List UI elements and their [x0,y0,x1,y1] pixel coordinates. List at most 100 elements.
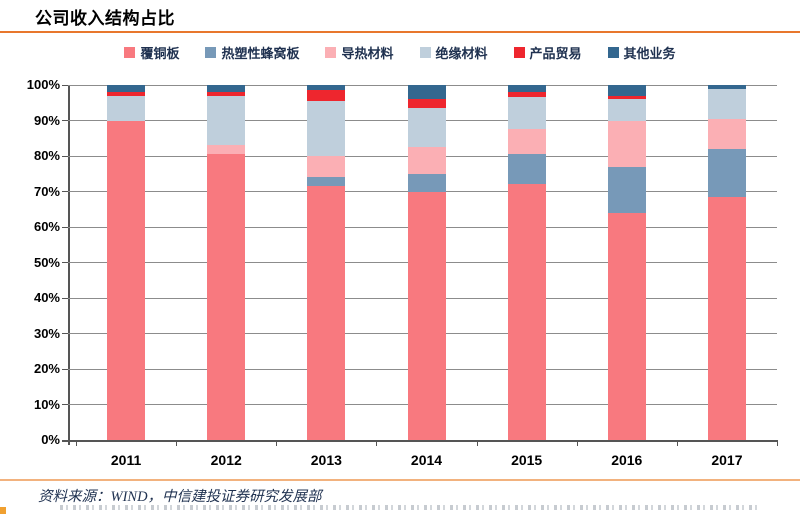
y-axis-label: 30% [33,325,60,341]
x-axis-tick [276,440,278,446]
segment-绝缘材料 [607,99,646,121]
segment-其他业务 [507,85,546,93]
segment-产品贸易 [107,92,146,96]
segment-绝缘材料 [207,95,246,146]
legend-swatch-icon [513,47,525,58]
y-axis-tick [62,333,68,334]
segment-导热材料 [707,118,746,149]
segment-导热材料 [307,156,346,178]
segment-热塑性蜂窝板 [707,148,746,197]
segment-热塑性蜂窝板 [407,173,446,192]
legend-label: 覆铜板 [140,46,180,61]
y-axis-tick [62,226,68,228]
segment-覆铜板 [707,196,746,440]
x-axis-label: 2016 [611,452,643,468]
y-axis-label: 70% [33,183,60,199]
y-axis-tick [62,84,68,86]
y-axis-label: 40% [33,290,60,305]
y-axis-label: 80% [33,148,60,163]
x-axis-label: 2013 [310,452,342,468]
y-axis-label: 90% [33,112,60,128]
x-axis-label: 2014 [410,452,443,468]
segment-其他业务 [107,85,146,93]
x-axis-tick [476,440,478,446]
x-axis-label: 2015 [511,452,543,468]
chart-title: 公司收入结构占比 [35,9,175,28]
y-axis-tick [62,297,68,299]
segment-其他业务 [207,85,246,93]
legend-label: 其他业务 [623,46,676,61]
segment-覆铜板 [507,184,546,440]
x-axis-label: 2012 [210,452,242,468]
x-axis-tick [176,440,178,446]
footer-divider-line [0,479,800,481]
x-axis-label: 2011 [110,452,142,468]
segment-产品贸易 [407,99,446,109]
legend-swatch-icon [607,47,619,58]
bar-2014 [407,85,446,440]
segment-热塑性蜂窝板 [307,177,346,187]
segment-热塑性蜂窝板 [507,154,546,185]
x-axis-tick [777,440,778,446]
chart-legend: 覆铜板 热塑性蜂窝板 导热材料 绝缘材料 产品贸易 其他业务 [0,43,800,62]
legend-label: 绝缘材料 [435,46,488,61]
segment-其他业务 [407,85,446,100]
segment-导热材料 [207,145,246,155]
segment-覆铜板 [407,191,446,440]
y-axis-tick [62,368,68,370]
x-axis-label: 2017 [711,452,743,468]
bar-2011 [107,85,146,440]
bar-2016 [607,85,646,440]
bar-2017 [707,85,746,440]
legend-item-绝缘材料: 绝缘材料 [419,43,488,62]
segment-覆铜板 [107,120,146,440]
segment-覆铜板 [307,186,346,440]
legend-item-热塑性蜂窝板: 热塑性蜂窝板 [205,43,299,62]
legend-label: 导热材料 [341,46,394,61]
y-axis-tick [62,155,68,157]
header-divider-line [0,31,800,33]
legend-swatch-icon [419,47,431,58]
x-axis-tick [76,440,77,446]
y-axis-tick [62,191,68,192]
y-axis-label: 50% [33,254,60,270]
segment-绝缘材料 [307,101,346,157]
y-axis-label: 20% [33,361,60,376]
segment-导热材料 [407,147,446,174]
segment-覆铜板 [607,212,646,440]
x-axis-line [62,440,777,442]
x-axis-tick [676,440,678,446]
segment-产品贸易 [507,92,546,98]
legend-item-导热材料: 导热材料 [325,43,394,62]
legend-item-产品贸易: 产品贸易 [513,43,582,62]
y-axis-tick [62,262,68,263]
segment-覆铜板 [207,154,246,440]
bar-2015 [507,85,546,440]
segment-产品贸易 [607,95,646,100]
legend-swatch-icon [124,47,136,58]
y-axis-label: 100% [26,77,60,92]
x-axis-tick [576,440,578,446]
bar-2012 [207,85,246,440]
segment-绝缘材料 [407,108,446,148]
legend-label: 热塑性蜂窝板 [221,46,300,61]
y-axis-tick [62,120,68,121]
segment-热塑性蜂窝板 [607,166,646,213]
segment-绝缘材料 [707,88,746,119]
corner-accent-dot [0,507,6,514]
legend-item-覆铜板: 覆铜板 [124,43,179,62]
y-axis-line [68,85,70,445]
cutoff-text-strip [60,505,760,510]
segment-绝缘材料 [107,95,146,121]
bar-2013 [307,85,346,440]
source-note: 资料来源：WIND，中信建投证券研究发展部 [38,489,322,505]
segment-导热材料 [607,120,646,167]
y-axis-label: 10% [33,396,60,412]
y-axis-label: 0% [41,432,60,447]
x-axis-tick [376,440,378,446]
segment-绝缘材料 [507,97,546,130]
legend-swatch-icon [325,47,337,58]
segment-导热材料 [507,129,546,155]
gridline-100% [68,84,777,86]
